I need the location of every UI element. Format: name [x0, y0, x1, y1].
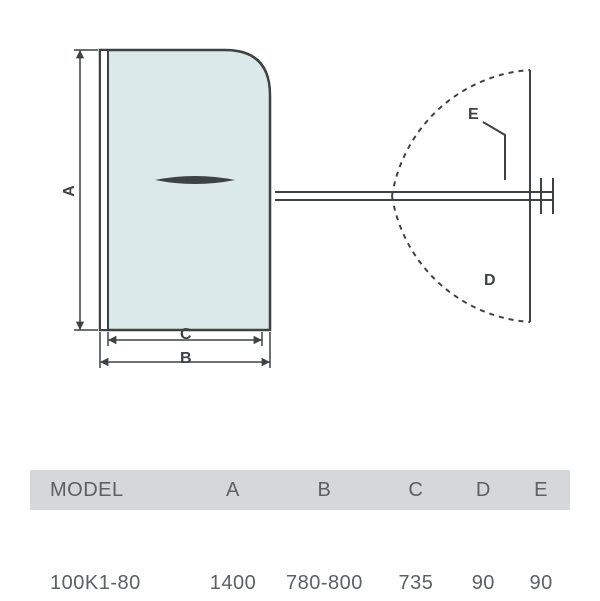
technical-drawing — [0, 0, 600, 460]
dim-label-d: D — [484, 272, 496, 290]
spec-data-row: 100K1-80 1400 780-800 735 90 90 — [30, 565, 570, 601]
dim-label-e: E — [468, 106, 479, 124]
dim-e-leader — [483, 122, 505, 180]
col-header-c: C — [377, 479, 454, 502]
swing-arc-down — [392, 196, 530, 322]
spec-header-row: MODEL A B C D E — [30, 470, 570, 510]
cell-b: 780-800 — [271, 572, 377, 595]
col-header-model: MODEL — [30, 479, 194, 502]
cell-e: 90 — [512, 572, 570, 595]
swing-arc-up — [392, 70, 530, 196]
wall-profile — [100, 50, 108, 330]
cell-d: 90 — [454, 572, 512, 595]
spec-table: MODEL A B C D E 100K1-80 1400 780-800 73… — [30, 470, 570, 601]
dim-label-a: A — [61, 185, 79, 197]
dim-label-c: C — [180, 326, 192, 344]
col-header-b: B — [271, 479, 377, 502]
glass-panel — [100, 50, 270, 330]
col-header-e: E — [512, 479, 570, 502]
col-header-a: A — [194, 479, 271, 502]
cell-c: 735 — [377, 572, 454, 595]
col-header-d: D — [454, 479, 512, 502]
cell-a: 1400 — [194, 572, 271, 595]
dim-label-b: B — [180, 350, 192, 368]
stage: A C B E D MODEL A B C D E 100K1-80 1400 … — [0, 0, 600, 600]
cell-model: 100K1-80 — [30, 572, 194, 595]
